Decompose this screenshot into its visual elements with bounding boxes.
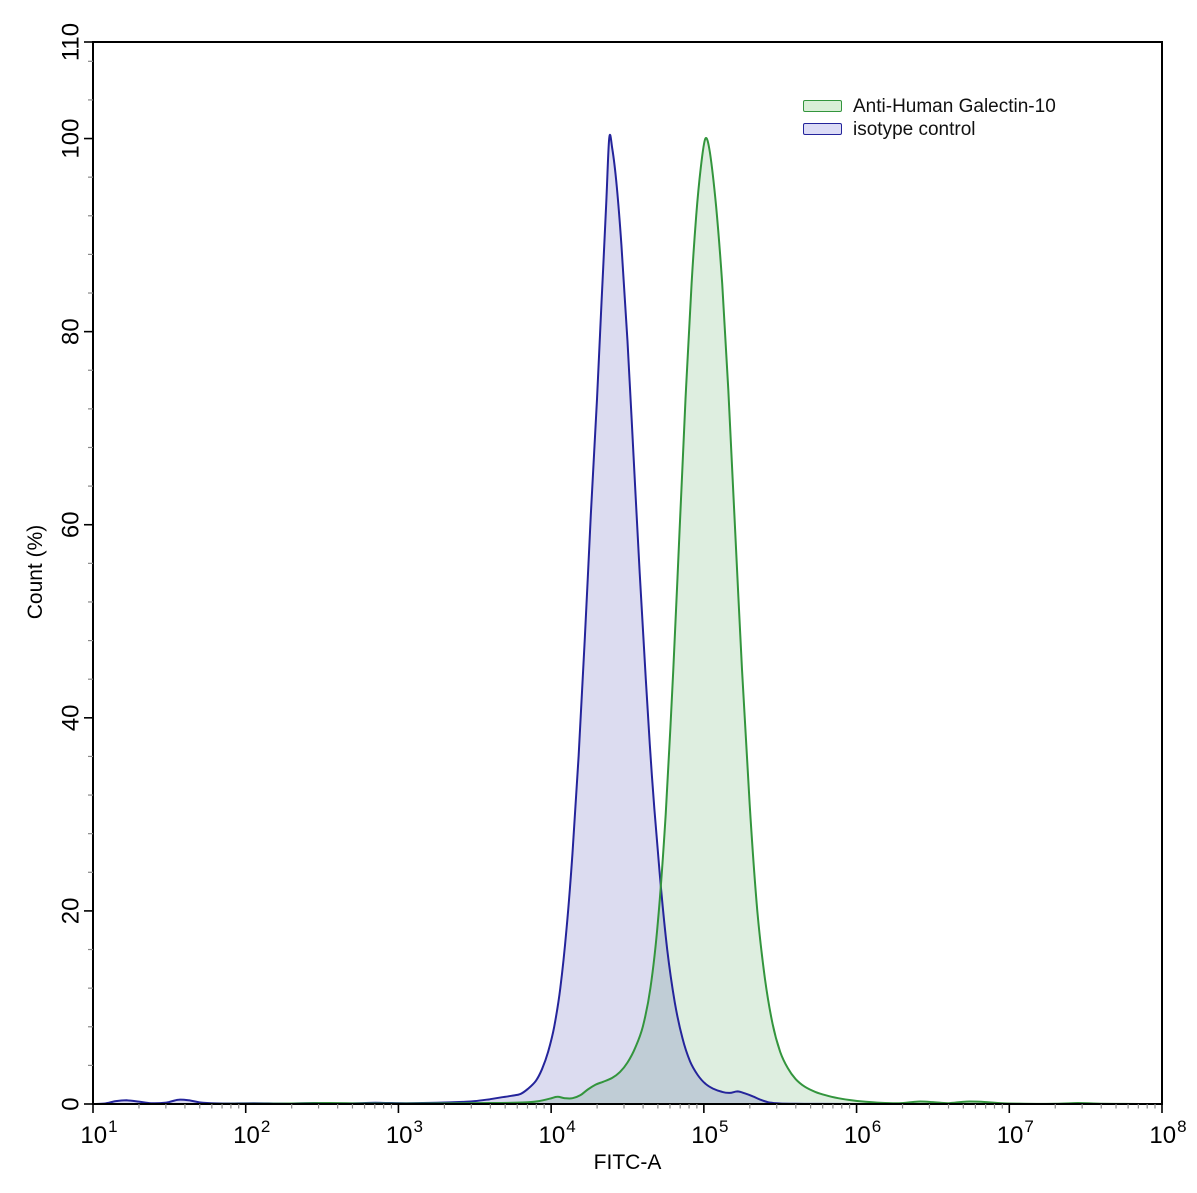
legend-swatch-anti-human-galectin-10-icon <box>803 100 842 112</box>
y-tick-label: 0 <box>57 1097 84 1110</box>
x-tick-label: 106 <box>844 1117 881 1149</box>
y-tick-label: 60 <box>57 511 84 538</box>
x-tick-label: 107 <box>997 1117 1034 1149</box>
y-tick-label: 20 <box>57 898 84 925</box>
y-major-ticks: 0 20 40 60 80 100 110 <box>57 23 93 1111</box>
plot-frame <box>92 41 1163 1105</box>
x-tick-label: 105 <box>691 1117 728 1149</box>
y-tick-label: 100 <box>57 119 84 159</box>
x-tick-label: 108 <box>1149 1117 1186 1149</box>
y-tick-label: 40 <box>57 704 84 731</box>
x-minor-ticks <box>138 1104 1156 1109</box>
x-tick-label: 103 <box>386 1117 423 1149</box>
legend-label-isotype-control: isotype control <box>853 118 976 140</box>
x-tick-label: 101 <box>80 1117 117 1149</box>
legend-item-anti-human-galectin-10: Anti-Human Galectin-10 <box>803 95 1056 117</box>
legend-swatch-isotype-control-icon <box>803 123 842 135</box>
legend: Anti-Human Galectin-10 isotype control <box>803 95 1056 140</box>
y-tick-label: 110 <box>57 23 84 61</box>
x-major-ticks: 101 102 103 104 105 106 107 108 <box>80 1104 1187 1149</box>
legend-label-anti-human-galectin-10: Anti-Human Galectin-10 <box>853 95 1056 117</box>
y-tick-label: 80 <box>57 318 84 345</box>
x-tick-label: 104 <box>539 1117 576 1149</box>
x-tick-label: 102 <box>233 1117 270 1149</box>
x-axis-title: FITC-A <box>593 1151 662 1174</box>
y-minor-ticks <box>88 60 93 1066</box>
isotype-control-area <box>93 134 1162 1104</box>
y-axis-title: Count (%) <box>24 524 47 620</box>
legend-item-isotype-control: isotype control <box>803 118 1056 140</box>
